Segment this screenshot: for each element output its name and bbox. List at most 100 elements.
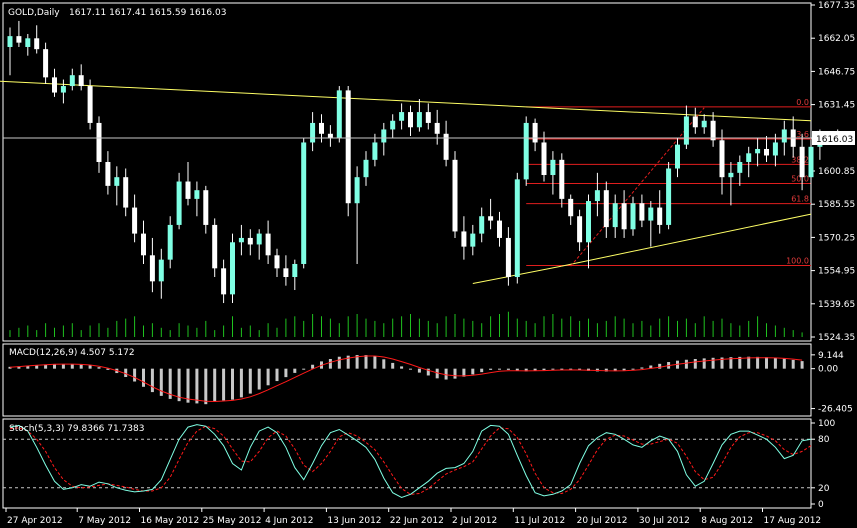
candle-body: [737, 161, 743, 173]
candle: [52, 68, 57, 97]
candle-body: [434, 122, 440, 134]
candle: [461, 216, 467, 260]
price-tick-label: 1585.55: [818, 200, 855, 210]
macd-histogram-bar: [337, 356, 341, 369]
candle-body: [452, 159, 458, 232]
stochastic-panel[interactable]: 100 80 20 0 Stoch(5,3,3) 79.8366 71.7383: [2, 418, 835, 510]
candle-body: [505, 237, 511, 278]
candle-body: [52, 77, 57, 93]
current-price-box: [812, 131, 855, 145]
macd-histogram-bar: [702, 358, 706, 369]
macd-histogram-bar: [480, 368, 484, 373]
macd-histogram-bar: [311, 364, 315, 369]
macd-histogram-bar: [248, 368, 252, 394]
macd-histogram-bar: [729, 357, 733, 369]
candle-body: [167, 224, 173, 260]
candle-body: [354, 177, 360, 204]
macd-histogram-bar: [542, 368, 546, 371]
candle-body: [550, 159, 556, 176]
candle: [541, 131, 547, 182]
time-tick-label: 27 Apr 2012: [7, 516, 63, 526]
candle-body: [488, 216, 494, 221]
price-panel[interactable]: 1677.35 1662.05 1646.75 1631.45 1600.85 1585.…: [0, 1, 855, 343]
stochastic-tick-label: 20: [818, 484, 830, 494]
candle-body: [390, 120, 396, 130]
candle-body: [345, 90, 351, 204]
candle: [399, 103, 405, 130]
candle: [230, 233, 235, 304]
candle: [176, 172, 182, 230]
macd-histogram-bar: [79, 364, 83, 369]
candle: [746, 146, 752, 178]
macd-tick-label: -26.405: [818, 405, 853, 415]
candle: [167, 216, 173, 269]
macd-histogram-bar: [124, 368, 128, 377]
candle-body: [319, 122, 324, 134]
candle-body: [621, 203, 627, 230]
macd-histogram-bar: [791, 359, 795, 369]
candle-body: [310, 122, 316, 143]
macd-histogram-bar: [693, 358, 697, 369]
candle: [523, 116, 529, 186]
price-tick-label: 1646.75: [818, 67, 855, 77]
macd-histogram-bar: [26, 365, 30, 369]
candle-body: [336, 90, 342, 139]
candle: [603, 181, 609, 238]
macd-tick-label: 9.144: [818, 351, 844, 361]
macd-histogram-bar: [515, 368, 519, 371]
macd-histogram-bar: [756, 356, 760, 369]
candle: [221, 259, 227, 304]
macd-histogram-bar: [222, 368, 226, 401]
time-tick-label: 17 Aug 2012: [764, 516, 822, 526]
candle-body: [755, 148, 761, 154]
macd-histogram-bar: [53, 364, 56, 369]
candle-body: [808, 146, 814, 178]
macd-histogram-bar: [88, 365, 92, 369]
candle: [256, 229, 262, 260]
candle-body: [799, 146, 805, 178]
macd-histogram-bar: [658, 363, 662, 369]
macd-panel[interactable]: 9.144 0.00 -26.405 MACD(12,26,9) 4.507 5.1…: [2, 343, 853, 417]
candle-body: [221, 268, 227, 295]
candle: [158, 248, 164, 299]
ohlc-readout: 1617.11 1617.41 1615.59 1616.03: [69, 8, 226, 18]
candle: [728, 161, 734, 206]
time-axis: 27 Apr 2012 7 May 2012 16 May 2012 25 May 2…: [5, 508, 822, 526]
current-price-label: 1616.03: [816, 135, 853, 145]
macd-histogram-bar: [346, 355, 350, 369]
candle-body: [105, 161, 111, 186]
candle: [594, 172, 600, 217]
macd-histogram-bar: [266, 368, 270, 386]
macd-histogram-bar: [711, 357, 715, 369]
candle-body: [666, 168, 672, 225]
candle: [265, 220, 271, 264]
candle: [612, 194, 618, 238]
candle-body: [87, 86, 93, 123]
macd-histogram-bar: [417, 368, 421, 373]
price-tick-label: 1539.65: [818, 300, 855, 310]
fib-level-label: 100.0: [786, 257, 809, 266]
candle-body: [203, 190, 209, 225]
candle-body: [657, 207, 663, 225]
stochastic-axis: 100 80 20 0: [811, 419, 835, 510]
macd-histogram-bar: [275, 368, 279, 382]
candle-body: [132, 207, 138, 234]
symbol-title: GOLD,Daily: [8, 8, 60, 18]
macd-histogram-bar: [177, 368, 181, 402]
time-tick-label: 20 Jul 2012: [577, 516, 628, 526]
macd-histogram-bar: [373, 356, 377, 369]
candle: [710, 112, 716, 147]
macd-histogram-bar: [204, 368, 208, 405]
candle-body: [283, 268, 289, 278]
candle: [16, 20, 22, 47]
time-tick-label: 7 May 2012: [78, 516, 131, 526]
candle-body: [399, 112, 405, 121]
macd-histogram-bar: [213, 368, 217, 402]
candle: [808, 140, 814, 186]
macd-histogram-bar: [257, 368, 261, 390]
macd-histogram-bar: [453, 368, 457, 379]
candle-body: [577, 216, 583, 243]
candle-body: [514, 179, 520, 278]
candle: [345, 86, 351, 217]
stochastic-tick-label: 0: [818, 500, 824, 510]
